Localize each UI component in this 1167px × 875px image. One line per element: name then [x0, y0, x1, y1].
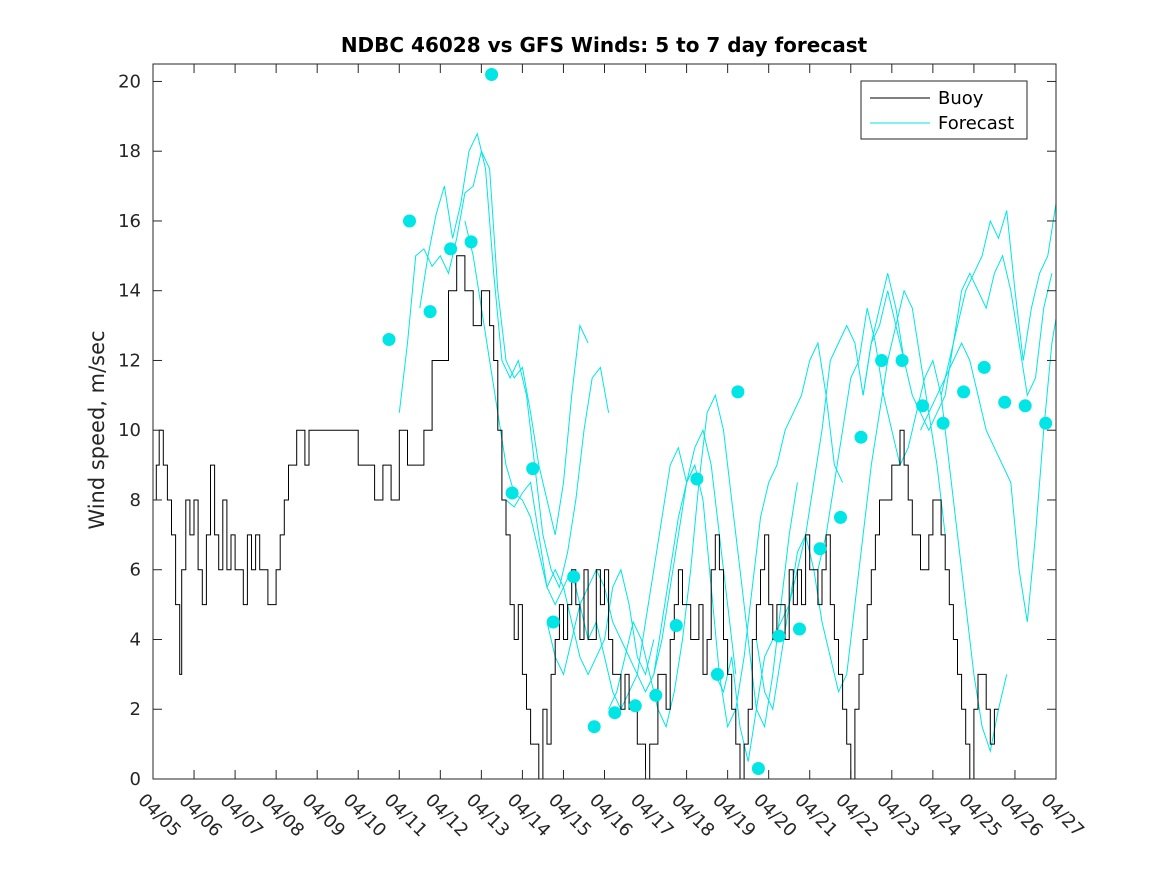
forecast-line-3 [505, 446, 696, 711]
forecast-marker-25 [895, 354, 909, 367]
forecast-marker-7 [526, 462, 540, 476]
forecast-marker-27 [936, 416, 950, 430]
forecast-line-11 [920, 318, 1057, 623]
chart-title: NDBC 46028 vs GFS Winds: 5 to 7 day fore… [341, 33, 868, 57]
y-tick-label-18: 18 [118, 141, 141, 162]
y-axis-label: Wind speed, m/sec [85, 330, 109, 529]
forecast-marker-17 [731, 385, 745, 399]
forecast-line-5 [608, 393, 798, 729]
forecast-line-0 [398, 149, 589, 536]
forecast-marker-5 [485, 68, 499, 81]
forecast-marker-28 [957, 385, 971, 399]
forecast-marker-20 [793, 622, 806, 636]
forecast-marker-1 [403, 214, 416, 228]
forecast-marker-26 [916, 399, 930, 413]
plot-area [153, 68, 1057, 780]
legend: Buoy Forecast [860, 80, 1028, 140]
legend-label-buoy: Buoy [938, 88, 984, 109]
forecast-line-6 [653, 341, 844, 729]
forecast-marker-8 [546, 615, 560, 629]
y-tick-label-10: 10 [118, 420, 141, 441]
forecast-marker-24 [875, 354, 889, 367]
y-tick-label-6: 6 [130, 560, 141, 581]
forecast-marker-11 [608, 706, 622, 720]
legend-box [860, 80, 1028, 140]
forecast-marker-21 [813, 542, 827, 556]
forecast-marker-18 [751, 762, 765, 775]
forecast-marker-2 [423, 305, 437, 319]
forecast-marker-23 [854, 430, 868, 444]
forecast-marker-31 [1018, 399, 1032, 413]
y-tick-label-2: 2 [130, 699, 141, 720]
forecast-marker-13 [649, 688, 663, 702]
y-tick-label-0: 0 [130, 769, 141, 790]
forecast-marker-10 [587, 720, 601, 734]
forecast-marker-3 [444, 242, 458, 256]
buoy-line [153, 255, 999, 780]
forecast-line-2 [464, 220, 655, 676]
forecast-marker-32 [1039, 416, 1053, 430]
y-tick-label-8: 8 [130, 490, 141, 511]
forecast-line-7 [714, 273, 905, 762]
forecast-marker-15 [690, 472, 704, 486]
forecast-marker-14 [669, 619, 683, 632]
forecast-line-1 [419, 132, 610, 589]
forecast-line-12 [940, 203, 1057, 396]
forecast-marker-0 [382, 333, 396, 346]
forecast-marker-4 [464, 235, 478, 249]
forecast-marker-19 [772, 629, 786, 643]
y-tick-label-14: 14 [118, 281, 141, 302]
forecast-marker-29 [977, 360, 991, 374]
y-tick-label-12: 12 [118, 350, 141, 371]
y-tick-label-4: 4 [130, 629, 141, 650]
forecast-line-8 [755, 289, 946, 711]
forecast-marker-12 [628, 699, 642, 713]
forecast-marker-16 [710, 667, 724, 681]
forecast-line-10 [862, 254, 1053, 432]
forecast-line-9 [817, 307, 1008, 754]
forecast-marker-6 [505, 486, 519, 500]
y-tick-label-16: 16 [118, 211, 141, 232]
forecast-marker-30 [998, 395, 1012, 409]
forecast-marker-9 [567, 570, 581, 584]
legend-label-forecast: Forecast [938, 113, 1014, 134]
y-tick-label-20: 20 [118, 71, 141, 92]
forecast-marker-22 [834, 510, 847, 524]
